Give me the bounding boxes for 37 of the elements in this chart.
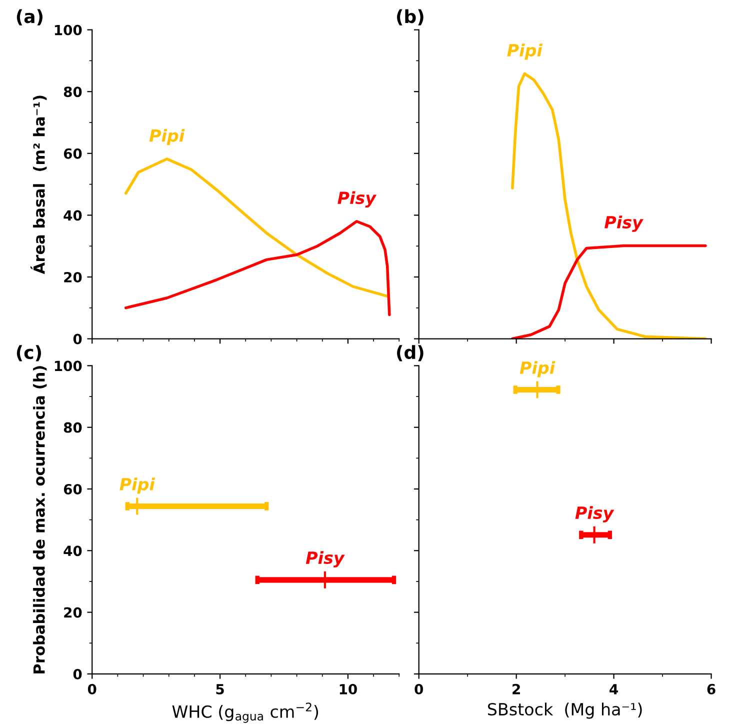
chart-title: (c) xyxy=(16,345,42,362)
x-tick-label: 2 xyxy=(512,684,520,694)
x-tick-label: 5 xyxy=(216,684,224,694)
y-tick-label: 0 xyxy=(73,334,82,344)
y-tick-label: 0 xyxy=(73,668,82,680)
y-tick-label: 20 xyxy=(64,272,82,282)
x-axis-title: WHC (g$_{agua}$ cm$^{−2}$) xyxy=(172,702,318,723)
y-tick-label: 60 xyxy=(64,148,82,159)
x-axis-title: SBstock (Mg ha⁻¹) xyxy=(488,702,642,719)
y-tick-label: 60 xyxy=(64,484,82,494)
x-tick-label: 0 xyxy=(414,684,424,694)
y-tick-label: 100 xyxy=(54,24,82,36)
y-tick-label: 80 xyxy=(64,86,82,98)
series-label: Pisy xyxy=(338,191,377,208)
y-axis-title: Probabilidad de max. ocurrencia (h) xyxy=(33,366,47,674)
line-series xyxy=(124,158,390,298)
chart-title: (b) xyxy=(397,9,424,26)
y-tick-label: 80 xyxy=(64,422,82,433)
series-label: Pipi xyxy=(149,128,185,146)
x-tick-label: 0 xyxy=(88,684,96,694)
y-axis-title: Área basal (m² ha⁻¹) xyxy=(30,96,47,274)
chart-title: (d) xyxy=(397,345,424,362)
chart-title: (a) xyxy=(16,9,42,26)
series-label: Pisy xyxy=(306,551,345,568)
line-series xyxy=(124,220,391,316)
x-tick-label: 6 xyxy=(707,684,716,694)
x-tick-label: 10 xyxy=(340,684,357,694)
series-label: Pisy xyxy=(575,506,614,522)
y-tick-label: 100 xyxy=(54,360,82,372)
y-tick-label: 20 xyxy=(64,607,82,618)
y-tick-label: 40 xyxy=(64,210,82,221)
series-label: Pipi xyxy=(520,361,556,378)
series-label: Pipi xyxy=(120,478,156,494)
series-label: Pisy xyxy=(604,216,644,232)
y-tick-label: 40 xyxy=(64,546,82,556)
x-tick-label: 4 xyxy=(610,684,618,694)
series-label: Pipi xyxy=(507,44,543,60)
